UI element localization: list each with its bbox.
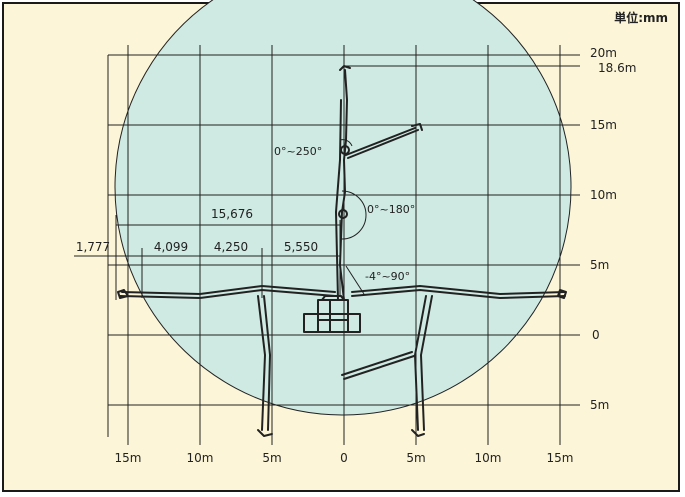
angle-label-boom1: -4°~90° bbox=[365, 270, 410, 283]
y-tick-20: 20m bbox=[590, 46, 617, 60]
y-tick-0: 0 bbox=[592, 328, 600, 342]
dimension-total: 15,676 bbox=[211, 207, 253, 221]
dimension-segment-3: 4,250 bbox=[214, 240, 248, 254]
y-tick-15: 15m bbox=[590, 118, 617, 132]
y-tick-10: 10m bbox=[590, 188, 617, 202]
x-tick-minus-5: 5m bbox=[262, 451, 281, 465]
dimension-lines bbox=[74, 215, 341, 300]
angle-label-boom2: 0°~180° bbox=[367, 203, 415, 216]
x-tick-minus-10: 10m bbox=[187, 451, 214, 465]
x-tick-minus-15: 15m bbox=[115, 451, 142, 465]
angle-label-boom3: 0°~250° bbox=[274, 145, 322, 158]
x-tick-10: 10m bbox=[475, 451, 502, 465]
x-tick-5: 5m bbox=[406, 451, 425, 465]
x-tick-15: 15m bbox=[547, 451, 574, 465]
dimension-segment-1: 1,777 bbox=[76, 240, 110, 254]
boom-drawings bbox=[117, 65, 567, 437]
unit-label: 単位:mm bbox=[614, 10, 668, 25]
y-tick-5: 5m bbox=[590, 258, 609, 272]
x-tick-0: 0 bbox=[340, 451, 348, 465]
y-tick-minus-5: 5m bbox=[590, 398, 609, 412]
y-tick-18-6: 18.6m bbox=[598, 61, 636, 75]
dimension-segment-4: 5,550 bbox=[284, 240, 318, 254]
dimension-segment-2: 4,099 bbox=[154, 240, 188, 254]
angle-arcs bbox=[339, 139, 367, 295]
